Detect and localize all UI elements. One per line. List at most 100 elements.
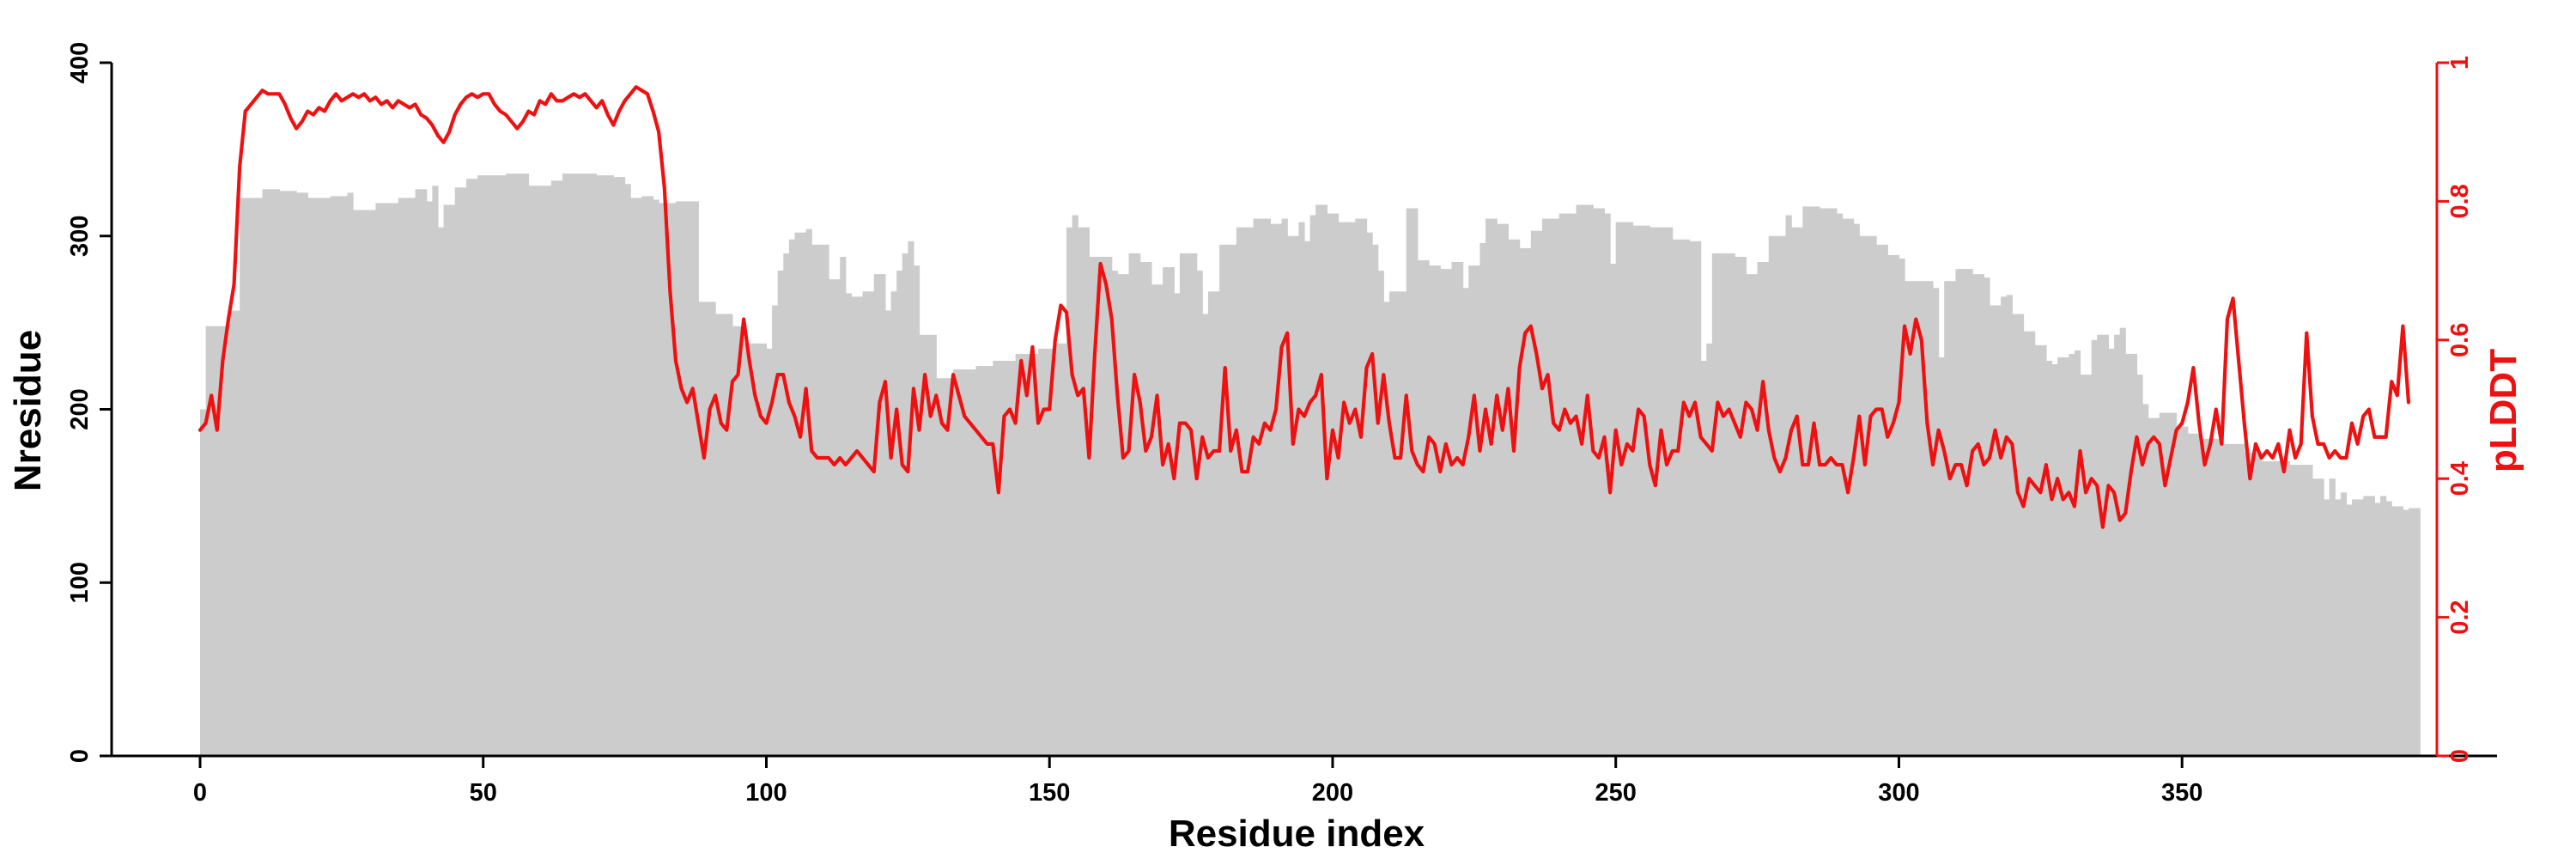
nresidue-bar xyxy=(307,198,331,756)
nresidue-bar xyxy=(1944,281,1957,757)
x-tick-label: 300 xyxy=(1878,779,1919,807)
nresidue-bar xyxy=(2306,465,2313,756)
nresidue-bar xyxy=(528,186,552,757)
nresidue-bar xyxy=(2001,296,2008,756)
nresidue-bar xyxy=(1757,262,1770,756)
nresidue-bar xyxy=(919,334,937,756)
nresidue-bar xyxy=(1089,256,1113,757)
nresidue-bar xyxy=(1451,262,1464,756)
nresidue-bar xyxy=(2346,504,2353,756)
nresidue-bar xyxy=(2261,461,2291,756)
x-tick-label: 150 xyxy=(1029,779,1070,807)
nresidue-bar xyxy=(766,348,773,756)
nresidue-bar xyxy=(829,279,841,756)
nresidue-bar xyxy=(744,343,768,756)
nresidue-bar xyxy=(1791,227,1803,756)
nresidue-bar xyxy=(2119,327,2126,756)
nresidue-bar xyxy=(2324,499,2330,756)
nresidue-bar xyxy=(913,265,920,756)
nresidue-bar xyxy=(477,175,507,756)
nresidue-bar xyxy=(562,174,598,756)
plddt-line-layer xyxy=(197,85,2411,529)
nresidue-bar xyxy=(200,409,207,756)
nresidue-bar xyxy=(1236,227,1255,756)
nresidue-bar xyxy=(2148,417,2160,756)
nresidue-bar xyxy=(862,291,875,756)
nresidue-bar xyxy=(1933,288,1940,756)
nresidue-bar xyxy=(2221,443,2245,756)
nresidue-bar xyxy=(1541,218,1560,756)
nresidue-bar xyxy=(375,203,399,757)
left-tick-label: 0 xyxy=(66,749,94,763)
nresidue-bar xyxy=(2097,334,2110,756)
nresidue-bar xyxy=(772,305,779,756)
nresidue-bar xyxy=(1530,230,1543,756)
nresidue-bar xyxy=(1497,223,1510,756)
nresidue-bar xyxy=(228,310,240,756)
nresidue-bar xyxy=(1899,258,1905,757)
nresidue-bar xyxy=(1372,244,1379,757)
nresidue-bar xyxy=(1298,222,1305,756)
nresidue-bar xyxy=(1174,293,1181,757)
nresidue-bar xyxy=(2045,361,2053,756)
nresidue-bar xyxy=(296,192,308,756)
nresidue-bar xyxy=(454,187,467,756)
nresidue-bar xyxy=(1689,241,1702,756)
nresidue-bar xyxy=(2159,412,2178,756)
nresidue-bar xyxy=(2125,353,2138,756)
nresidue-bar xyxy=(2108,348,2115,756)
nresidue-bar xyxy=(1955,269,1973,757)
nresidue-bar xyxy=(805,228,812,756)
nresidue-bar xyxy=(596,175,615,756)
nresidue-bar xyxy=(1836,213,1844,756)
nresidue-bar xyxy=(788,239,796,756)
nresidue-bar xyxy=(1038,348,1056,756)
nresidue-bar xyxy=(840,256,847,757)
nresidue-bar xyxy=(1315,204,1327,756)
nresidue-bar xyxy=(1768,235,1787,756)
nresidue-bar xyxy=(2289,465,2307,756)
nresidue-bar xyxy=(1479,242,1486,756)
nresidue-bar xyxy=(550,180,563,756)
nresidue-bar xyxy=(1462,288,1469,756)
nresidue-bar xyxy=(1270,223,1283,756)
nresidue-bar xyxy=(2198,438,2222,756)
nresidue-bar xyxy=(1485,218,1498,756)
nresidue-bar xyxy=(896,271,903,757)
nresidue-bar xyxy=(1417,260,1430,756)
nresidue-bar xyxy=(2329,478,2336,756)
x-tick-label: 100 xyxy=(745,779,787,807)
right-tick-label: 1 xyxy=(2446,56,2474,70)
nresidue-bar xyxy=(2352,499,2364,756)
nresidue-bar xyxy=(1972,274,1984,756)
nresidue-bar xyxy=(1984,277,1990,756)
x-tick-label: 200 xyxy=(1312,779,1353,807)
nresidue-bar xyxy=(2057,356,2069,756)
nresidue-bar xyxy=(1015,353,1039,756)
nresidue-bar xyxy=(347,192,354,756)
nresidue-bar xyxy=(2391,506,2398,756)
nresidue-bar xyxy=(1508,239,1521,756)
nresidue-bar xyxy=(2023,331,2036,756)
nresidue-bar xyxy=(1989,305,2002,756)
nresidue-bar xyxy=(1615,222,1634,756)
nresidue-bar xyxy=(1281,218,1288,756)
nresidue-bar xyxy=(1785,215,1792,757)
nresidue-bar xyxy=(2312,478,2324,756)
nresidue-bar xyxy=(715,314,733,756)
nresidue-bar xyxy=(1388,291,1407,756)
nresidue-bar xyxy=(675,201,699,756)
nresidue-bar xyxy=(1128,253,1141,756)
nresidue-bar xyxy=(2187,433,2200,756)
x-axis: 0 50 100 150 200 250 300 350 xyxy=(112,754,2497,807)
nresidue-bar xyxy=(1327,213,1340,756)
nresidue-bar xyxy=(659,203,677,757)
nresidue-bar xyxy=(426,201,433,756)
nresidue-bar xyxy=(398,198,416,756)
nresidue-bar xyxy=(1309,215,1316,757)
nresidue-bar xyxy=(2006,295,2013,757)
nresidue-bar xyxy=(1938,356,1945,756)
nresidue-bar xyxy=(2340,492,2348,756)
nresidue-bar xyxy=(2176,426,2189,756)
